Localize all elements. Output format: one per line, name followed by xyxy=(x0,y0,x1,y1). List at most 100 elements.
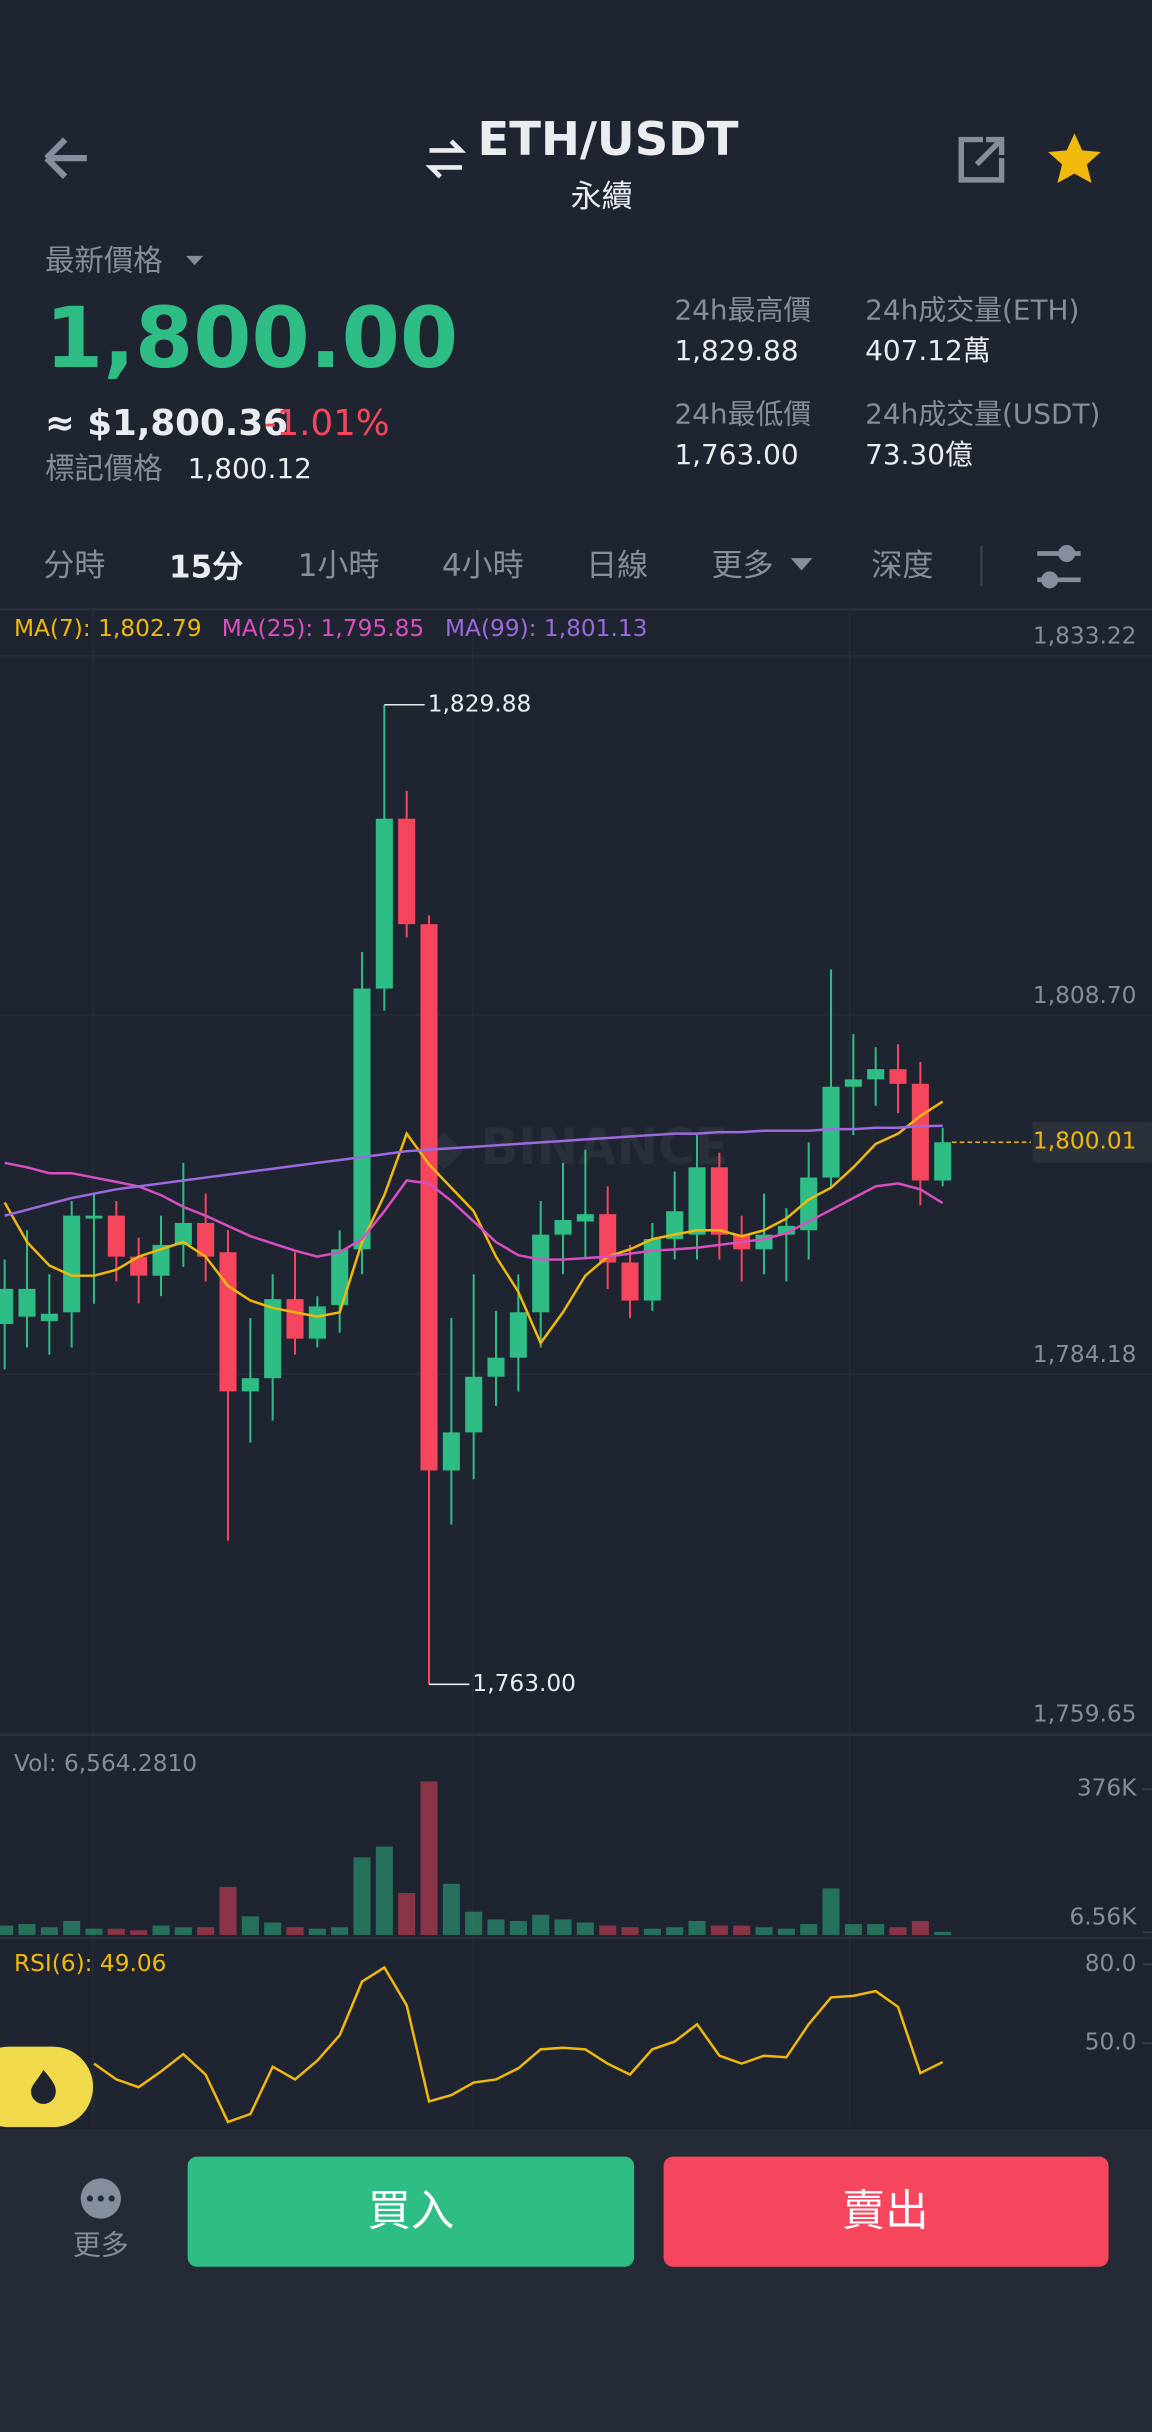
volume-bar xyxy=(442,1883,460,1935)
flame-badge[interactable] xyxy=(0,2046,94,2128)
legend-entry: MA(99): 1,801.13 xyxy=(445,615,647,642)
candle-body xyxy=(308,1306,326,1339)
y-tick-label: 80.0 xyxy=(1085,1950,1137,1977)
volume-bar xyxy=(353,1857,371,1935)
candle-body xyxy=(867,1069,885,1080)
volume-bar xyxy=(710,1925,728,1935)
favorite-star[interactable] xyxy=(1048,133,1101,183)
candle-body xyxy=(822,1086,840,1178)
settings-icon[interactable] xyxy=(1037,544,1081,589)
candle-body xyxy=(576,1214,594,1222)
candle-body xyxy=(666,1211,684,1240)
tab[interactable]: 深度 xyxy=(871,548,933,584)
volume-bar xyxy=(40,1927,58,1935)
volume-bar xyxy=(63,1920,81,1935)
y-tick-label: 6.56K xyxy=(1069,1903,1137,1930)
tab[interactable]: 更多 xyxy=(712,548,774,584)
candle-body xyxy=(63,1215,81,1313)
y-tick-label: 1,759.65 xyxy=(1033,1700,1137,1727)
volume-bar xyxy=(375,1846,393,1935)
tab[interactable]: 分時 xyxy=(43,548,105,584)
back-button[interactable] xyxy=(44,137,87,179)
sell-button[interactable] xyxy=(663,2156,1109,2267)
volume-bar xyxy=(576,1922,594,1935)
volume-bar xyxy=(822,1888,840,1935)
candle-body xyxy=(777,1225,795,1235)
volume-bar xyxy=(911,1920,929,1935)
volume-bar xyxy=(130,1930,148,1935)
stat-value: 1,763.00 xyxy=(674,438,798,471)
tab[interactable]: 日線 xyxy=(586,548,648,584)
volume-bar xyxy=(174,1927,192,1935)
stat-value: 407.12萬 xyxy=(865,334,990,367)
candle-body xyxy=(487,1357,505,1377)
volume-bar xyxy=(733,1925,751,1935)
candle-body xyxy=(509,1312,527,1358)
swap-icon[interactable] xyxy=(425,139,467,179)
candle-body xyxy=(85,1215,103,1219)
candle-body xyxy=(375,818,393,989)
buy-label[interactable]: 買入 xyxy=(367,2187,454,2237)
dropdown-caret xyxy=(186,255,204,266)
stat-label: 24h最低價 xyxy=(674,398,811,431)
volume-bar xyxy=(554,1919,572,1935)
candle-body xyxy=(152,1244,170,1276)
candle-body xyxy=(911,1083,929,1181)
volume-bar xyxy=(331,1927,349,1935)
candle-body xyxy=(264,1299,282,1379)
candle-body xyxy=(554,1220,572,1235)
contract-type: 永續 xyxy=(571,179,633,215)
pair-title[interactable]: ETH/USDT xyxy=(478,112,739,166)
candle-body xyxy=(442,1432,460,1471)
ma-line xyxy=(4,1161,944,1261)
candle-body xyxy=(130,1256,148,1276)
last-price: 1,800.00 xyxy=(45,289,458,387)
mark-price-label: 標記價格 xyxy=(45,451,163,485)
volume-bar xyxy=(308,1928,326,1935)
tab[interactable]: 1小時 xyxy=(298,548,380,584)
sell-label[interactable]: 賣出 xyxy=(842,2187,929,2237)
volume-bar xyxy=(800,1924,818,1935)
candle-body xyxy=(331,1249,349,1305)
ma-line xyxy=(3,1100,944,1346)
extreme-label: 1,829.88 xyxy=(428,690,532,717)
tab[interactable]: 4小時 xyxy=(442,548,524,584)
more-label[interactable]: 更多 xyxy=(73,2229,129,2262)
candle-body xyxy=(710,1167,728,1235)
candle-body xyxy=(174,1222,192,1245)
volume-bar xyxy=(286,1927,304,1935)
volume-bar xyxy=(867,1924,885,1935)
buy-button[interactable] xyxy=(187,2156,635,2267)
volume-bar xyxy=(398,1893,416,1935)
candle-body xyxy=(844,1079,862,1087)
candle-body xyxy=(219,1252,237,1392)
y-tick-label: 1,833.22 xyxy=(1033,623,1137,650)
volume-bar xyxy=(197,1927,215,1935)
volume-bar xyxy=(509,1920,527,1935)
stat-value: 73.30億 xyxy=(865,438,973,471)
interval-tabs: 分時 15分 1小時 4小時 日線 更多 深度 xyxy=(43,544,1081,589)
more-button[interactable]: 更多 xyxy=(73,2178,129,2262)
volume-bar xyxy=(755,1927,773,1935)
volume-bar xyxy=(777,1928,795,1935)
y-tick-label: 1,784.18 xyxy=(1033,1341,1137,1368)
volume-bar xyxy=(219,1886,237,1935)
candle-body xyxy=(532,1234,550,1313)
volume-bar xyxy=(643,1928,661,1935)
tab-active[interactable]: 15分 xyxy=(169,550,243,586)
stat-label: 24h成交量(ETH) xyxy=(865,294,1079,327)
volume-bar xyxy=(934,1931,952,1935)
last-price-label[interactable]: 最新價格 xyxy=(45,244,163,278)
top-bar: ETH/USDT 永續 xyxy=(44,112,1101,215)
candle-body xyxy=(353,988,371,1250)
volume-bar xyxy=(241,1916,259,1935)
candle-body xyxy=(465,1376,483,1433)
volume-bar xyxy=(152,1925,170,1935)
y-tick-label: 50.0 xyxy=(1085,2029,1137,2056)
candle-body xyxy=(889,1069,907,1084)
ma-line xyxy=(4,1124,943,1217)
share-icon[interactable] xyxy=(958,136,1005,183)
candle-body xyxy=(107,1215,125,1257)
